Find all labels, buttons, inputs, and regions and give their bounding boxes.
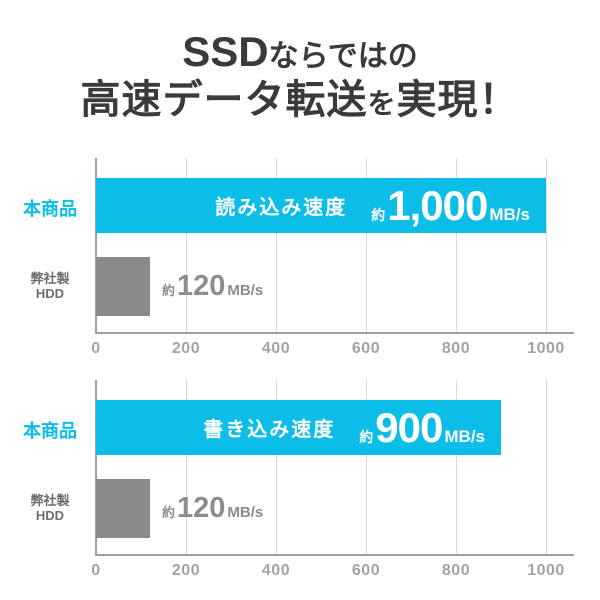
gridline-800: [456, 158, 457, 333]
product-row-label: 本商品: [23, 421, 77, 441]
tick-label-800: 800: [441, 562, 471, 579]
gridline-800: [456, 380, 457, 555]
product-bar: 読み込み速度 約 1,000 MB/s: [96, 178, 546, 233]
title-line2-main: 高速データ転送: [80, 78, 368, 122]
unit-label: MB/s: [489, 204, 530, 224]
gridline-1000: [546, 380, 547, 555]
tick-label-0: 0: [91, 562, 101, 579]
hdd-bar: [96, 479, 150, 538]
tick-label-400: 400: [261, 340, 291, 357]
hdd-row-label-line1: 弊社製: [30, 493, 70, 508]
plot-area: 書き込み速度 約 900 MB/s 約 120 MB/s 0 200 400 6…: [91, 380, 574, 579]
hdd-unit-label: MB/s: [227, 504, 264, 521]
y-axis-line: [95, 380, 97, 555]
title-ssd-text: SSD: [182, 28, 269, 75]
y-axis-line: [95, 158, 97, 333]
tick-label-0: 0: [91, 340, 101, 357]
gridline-200: [186, 158, 187, 333]
tick-label-1000: 1000: [527, 562, 565, 579]
hdd-approx-label: 約: [162, 283, 176, 298]
approx-label: 約: [359, 428, 374, 445]
title-line2: 高速データ転送を実現！: [0, 78, 600, 122]
tick-label-200: 200: [171, 562, 201, 579]
tick-label-600: 600: [351, 340, 381, 357]
hdd-row-label: 弊社製 HDD: [8, 493, 92, 523]
title-line2-end: 実現！: [396, 78, 520, 122]
x-axis-line: [95, 554, 574, 556]
hdd-row-label-line1: 弊社製: [30, 271, 70, 286]
hdd-number-label: 120: [177, 270, 226, 302]
write-speed-chart: 本商品 弊社製 HDD 書き込み速度 約 900 MB/s: [0, 380, 600, 592]
hdd-row-label-line2: HDD: [35, 286, 65, 301]
unit-label: MB/s: [444, 426, 485, 446]
value-label: 1,000: [387, 181, 488, 229]
gridline-400: [276, 380, 277, 555]
hdd-row-label-line2: HDD: [35, 508, 65, 523]
hdd-approx-label: 約: [162, 505, 176, 520]
gridline-600: [366, 158, 367, 333]
bar-title-label: 読み込み速度: [215, 197, 348, 219]
hdd-row-label: 弊社製 HDD: [8, 271, 92, 301]
gridline-400: [276, 158, 277, 333]
hdd-value-label: 約 120 MB/s: [162, 257, 263, 316]
plot-area: 読み込み速度 約 1,000 MB/s 約 120 MB/s 0 200 400…: [91, 158, 574, 357]
hdd-value-label: 約 120 MB/s: [162, 479, 263, 538]
product-row-label: 本商品: [23, 199, 77, 219]
product-bar: 書き込み速度 約 900 MB/s: [96, 400, 501, 455]
hdd-number-label: 120: [177, 492, 226, 524]
x-axis-line: [95, 332, 574, 334]
hdd-bar: [96, 257, 150, 316]
hdd-value-group: 約 120 MB/s: [162, 494, 263, 523]
product-value-group: 約 1,000 MB/s: [371, 181, 530, 229]
tick-label-800: 800: [441, 340, 471, 357]
tick-label-200: 200: [171, 340, 201, 357]
gridline-1000: [546, 158, 547, 333]
bar-title-label: 書き込み速度: [203, 419, 336, 441]
gridline-200: [186, 380, 187, 555]
approx-label: 約: [371, 206, 386, 223]
value-label: 900: [375, 403, 443, 451]
read-speed-chart: 本商品 弊社製 HDD 読み込み速度 約 1,000 MB/s: [0, 158, 600, 370]
hdd-unit-label: MB/s: [227, 282, 264, 299]
tick-label-400: 400: [261, 562, 291, 579]
tick-label-1000: 1000: [527, 340, 565, 357]
hdd-value-group: 約 120 MB/s: [162, 272, 263, 301]
product-value-group: 約 900 MB/s: [359, 403, 485, 451]
tick-label-600: 600: [351, 562, 381, 579]
title-line2-particle: を: [367, 88, 397, 119]
title-line1-rest: ならではの: [268, 40, 418, 73]
gridline-600: [366, 380, 367, 555]
title-line1: SSDならではの: [0, 28, 600, 75]
